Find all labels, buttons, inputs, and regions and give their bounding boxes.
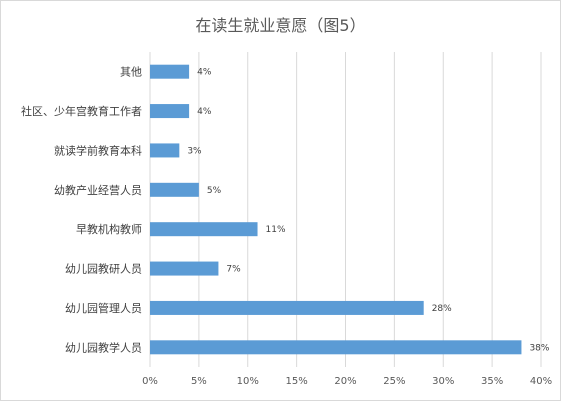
value-label: 28% — [432, 304, 452, 314]
x-tick-label: 20% — [334, 376, 356, 387]
value-label: 3% — [187, 146, 202, 156]
category-label: 幼儿园教学人员 — [65, 340, 142, 354]
bar — [150, 340, 522, 355]
chart-title: 在读生就业意愿（图5） — [195, 16, 366, 35]
x-tick-label: 0% — [142, 376, 158, 387]
value-label: 4% — [197, 68, 212, 78]
bar — [150, 261, 219, 276]
bar — [150, 300, 424, 315]
category-label: 早教机构教师 — [76, 222, 142, 236]
x-tick-label: 35% — [481, 376, 503, 387]
category-label: 幼儿园管理人员 — [65, 301, 142, 315]
value-label: 4% — [197, 107, 212, 117]
category-label: 幼教产业经营人员 — [54, 183, 142, 197]
x-tick-label: 5% — [191, 376, 207, 387]
bar — [150, 64, 190, 79]
bar — [150, 182, 199, 197]
x-tick-label: 25% — [383, 376, 405, 387]
category-label: 幼儿园教研人员 — [65, 263, 142, 276]
bar — [150, 222, 258, 237]
x-tick-label: 30% — [432, 376, 454, 387]
x-tick-label: 10% — [237, 376, 259, 387]
value-label: 11% — [266, 225, 286, 235]
category-label: 社区、少年宫教育工作者 — [21, 104, 142, 118]
value-label: 38% — [529, 343, 549, 353]
bar — [150, 104, 190, 119]
category-label: 就读学前教育本科 — [54, 143, 142, 157]
value-label: 5% — [207, 186, 222, 196]
value-label: 7% — [226, 265, 241, 275]
x-tick-label: 15% — [286, 376, 308, 387]
category-label: 其他 — [120, 66, 142, 79]
bar — [150, 143, 180, 158]
x-tick-label: 40% — [530, 376, 552, 387]
